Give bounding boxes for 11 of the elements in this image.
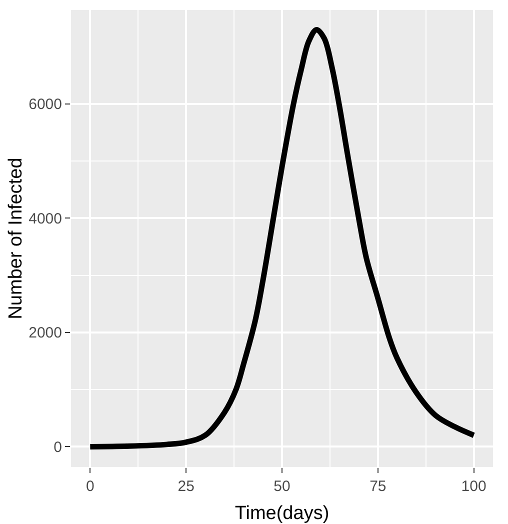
y-tick-label: 0 xyxy=(54,438,62,456)
x-tick-label: 0 xyxy=(86,478,94,495)
x-tick-label: 25 xyxy=(178,478,194,495)
y-axis-title: Number of Infected xyxy=(6,158,27,320)
x-tick-label: 100 xyxy=(461,478,486,495)
y-tick-label: 2000 xyxy=(28,324,62,342)
x-axis-title: Time(days) xyxy=(234,503,330,524)
x-tick-label: 50 xyxy=(274,478,290,495)
x-tick-label: 75 xyxy=(370,478,386,495)
y-tick-label: 4000 xyxy=(28,210,62,228)
y-tick-label: 6000 xyxy=(28,96,62,114)
